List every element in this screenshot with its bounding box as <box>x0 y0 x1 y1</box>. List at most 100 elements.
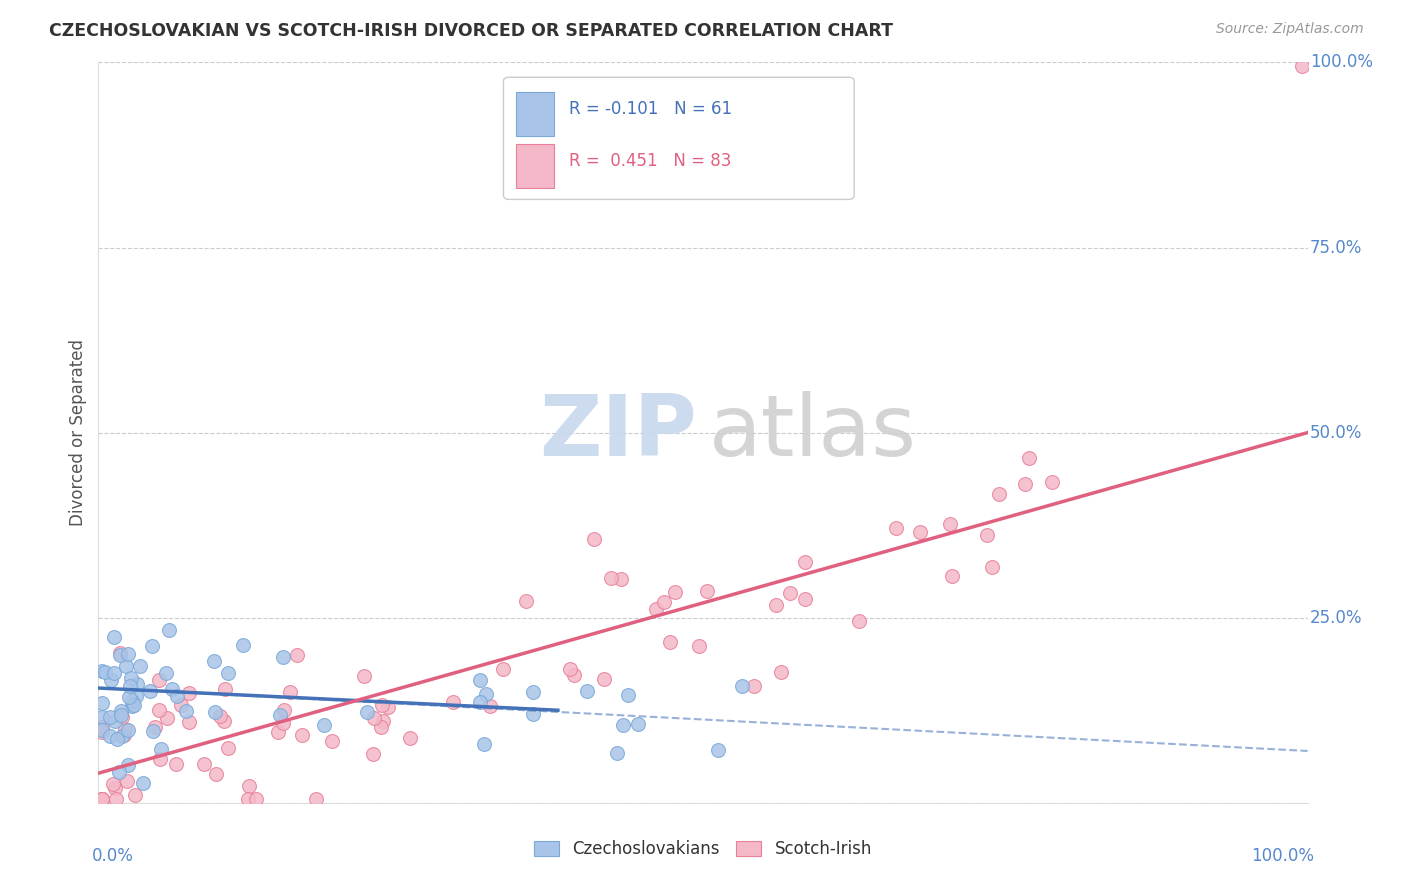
Point <box>492 663 515 677</box>
Point <box>149 752 172 766</box>
Point <box>193 756 215 771</box>
Point <box>558 662 581 676</box>
Point <box>94 665 117 679</box>
Point <box>688 639 710 653</box>
Point <box>1040 475 1063 489</box>
Point <box>1014 477 1036 491</box>
Point <box>765 598 787 612</box>
Point <box>128 659 150 673</box>
Point <box>148 702 170 716</box>
Point <box>204 654 226 668</box>
Legend: Czechoslovakians, Scotch-Irish: Czechoslovakians, Scotch-Irish <box>527 833 879 865</box>
Point <box>472 737 495 751</box>
Point <box>314 717 336 731</box>
Point <box>125 677 148 691</box>
Point <box>370 698 392 713</box>
Point <box>470 695 492 709</box>
Point <box>356 705 378 719</box>
Point <box>165 756 187 771</box>
Text: 75.0%: 75.0% <box>1310 238 1362 257</box>
Point <box>91 724 114 739</box>
Point <box>110 729 132 743</box>
Point <box>114 723 136 737</box>
Point <box>370 720 392 734</box>
Point <box>177 686 200 700</box>
Point <box>110 707 132 722</box>
Point <box>271 649 294 664</box>
Point <box>731 679 754 693</box>
Point <box>100 673 122 688</box>
Text: R =  0.451   N = 83: R = 0.451 N = 83 <box>569 152 731 169</box>
Point <box>91 792 114 806</box>
Point <box>176 705 198 719</box>
Point <box>157 623 180 637</box>
Point <box>115 773 138 788</box>
Point <box>848 614 870 628</box>
Point <box>91 723 114 738</box>
Point <box>112 727 135 741</box>
Point <box>91 792 114 806</box>
Point <box>212 714 235 728</box>
Point <box>108 765 131 780</box>
Point <box>238 779 260 793</box>
Point <box>91 697 114 711</box>
Text: 100.0%: 100.0% <box>1310 54 1374 71</box>
Point <box>117 723 139 737</box>
Point <box>104 780 127 795</box>
Point <box>273 703 295 717</box>
Point <box>707 743 730 757</box>
Point <box>291 727 314 741</box>
Point <box>600 571 623 585</box>
Point <box>353 669 375 683</box>
Point <box>148 673 170 688</box>
Text: atlas: atlas <box>709 391 917 475</box>
Point <box>204 706 226 720</box>
Point <box>125 689 148 703</box>
Point <box>939 516 962 531</box>
Point <box>110 704 132 718</box>
Point <box>232 638 254 652</box>
Point <box>118 690 141 704</box>
Point <box>103 630 125 644</box>
Point <box>941 568 963 582</box>
Point <box>117 757 139 772</box>
Point <box>121 694 143 708</box>
Point <box>115 658 138 673</box>
Point <box>522 685 544 699</box>
Point <box>122 698 145 713</box>
Text: 0.0%: 0.0% <box>93 847 134 865</box>
Point <box>592 672 614 686</box>
Point <box>575 683 598 698</box>
Point <box>117 647 139 661</box>
Point <box>1291 59 1313 73</box>
Point <box>278 685 301 699</box>
Point <box>1018 451 1040 466</box>
Point <box>105 731 128 746</box>
Point <box>111 710 134 724</box>
Text: ZIP: ZIP <box>540 391 697 475</box>
Point <box>478 699 501 714</box>
Point <box>361 747 384 761</box>
Point <box>132 776 155 790</box>
Point <box>652 595 675 609</box>
Point <box>124 788 146 802</box>
Point <box>104 714 127 728</box>
Point <box>696 584 718 599</box>
Point <box>121 698 143 713</box>
Point <box>238 792 260 806</box>
Text: 25.0%: 25.0% <box>1310 608 1362 627</box>
Point <box>305 792 328 806</box>
Point <box>562 667 585 681</box>
Point <box>91 792 114 806</box>
Point <box>664 584 686 599</box>
Text: 50.0%: 50.0% <box>1310 424 1362 442</box>
Text: CZECHOSLOVAKIAN VS SCOTCH-IRISH DIVORCED OR SEPARATED CORRELATION CHART: CZECHOSLOVAKIAN VS SCOTCH-IRISH DIVORCED… <box>49 22 893 40</box>
Point <box>120 671 142 685</box>
Point <box>515 594 537 608</box>
Point <box>910 524 932 539</box>
Text: Source: ZipAtlas.com: Source: ZipAtlas.com <box>1216 22 1364 37</box>
Point <box>363 711 385 725</box>
Point <box>205 766 228 780</box>
Point <box>91 720 114 734</box>
Point <box>468 673 491 688</box>
